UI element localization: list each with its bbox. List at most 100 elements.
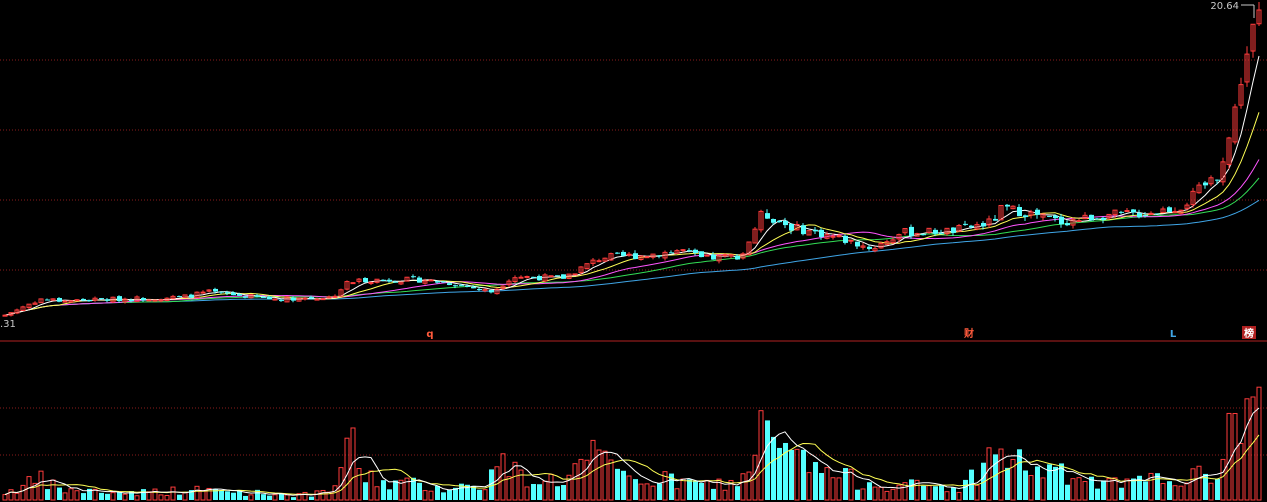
candle-body (699, 251, 704, 258)
volume-bar (1256, 386, 1262, 501)
volume-bar (693, 480, 698, 500)
volume-bar (477, 489, 482, 500)
candle-body (716, 254, 722, 262)
volume-bar (921, 485, 926, 500)
candle-body (200, 291, 206, 294)
candle-body (615, 252, 620, 254)
volume-bar (1196, 465, 1202, 501)
candle-body (1005, 204, 1010, 207)
volume-bar (993, 454, 998, 500)
volume-bar (909, 479, 914, 500)
candle-body (1137, 212, 1142, 218)
volume-bar (855, 489, 860, 500)
candle-body (422, 280, 428, 284)
volume-bar (284, 494, 290, 501)
volume-bar (584, 459, 590, 501)
volume-bar (1137, 475, 1142, 500)
candle-body (752, 228, 758, 244)
volume-bar (494, 466, 500, 501)
volume-bar (1250, 396, 1256, 501)
candle-body (680, 249, 686, 252)
candle-body (650, 253, 656, 258)
volume-bar (68, 488, 74, 501)
candle-body (326, 296, 332, 299)
volume-bar (716, 478, 722, 501)
volume-bar (699, 482, 704, 500)
volume-bar (225, 491, 230, 500)
volume-bar (296, 493, 302, 501)
candle-body (566, 273, 572, 279)
volume-bar (1244, 398, 1250, 501)
volume-bar (1178, 485, 1184, 501)
candle-body (512, 277, 518, 283)
candle-body (956, 225, 962, 232)
volume-bar (596, 449, 602, 501)
candle-body (267, 296, 272, 300)
candle-body (435, 281, 440, 283)
ma60-line (4, 199, 1260, 316)
candle-body (1112, 209, 1118, 216)
candle-body (45, 299, 50, 301)
candle-body (555, 275, 560, 277)
candle-body (261, 296, 266, 298)
candle-body (939, 233, 944, 235)
candle-body (122, 298, 128, 303)
candle-body (182, 294, 188, 298)
volume-bar (26, 476, 32, 501)
candle-body (92, 297, 98, 301)
candle-body (1143, 215, 1148, 217)
candle-body (284, 296, 290, 303)
candle-body (219, 291, 224, 293)
volume-bar (956, 491, 962, 501)
candle-body (561, 274, 566, 279)
volume-bar (393, 480, 398, 500)
volume-bar (926, 485, 932, 501)
candle-body (843, 235, 848, 243)
volume-bar (933, 486, 938, 500)
volume-bar (1106, 478, 1112, 501)
candle-body (621, 251, 626, 256)
volume-bar (1076, 477, 1082, 501)
volume-bar (146, 491, 152, 501)
candle-body (129, 299, 134, 302)
candle-body (170, 295, 176, 299)
volume-bar (566, 474, 572, 501)
volume-bar (417, 482, 422, 500)
candle-body (1131, 209, 1136, 213)
volume-bar (1131, 478, 1136, 500)
ma5-line (4, 55, 1260, 316)
volume-bar (363, 482, 368, 500)
candle-body (32, 302, 38, 305)
candle-body (728, 254, 734, 257)
candle-body (944, 227, 950, 235)
candle-body (1035, 209, 1040, 215)
candle-body (393, 281, 398, 283)
volume-bar (411, 477, 416, 500)
volume-bar (740, 473, 746, 501)
candle-body (500, 285, 506, 289)
candle-body (1023, 215, 1028, 218)
volume-bar (944, 491, 950, 501)
candle-body (687, 250, 692, 252)
volume-bar (518, 469, 524, 501)
candle-body (152, 299, 158, 302)
volume-bar (1040, 477, 1046, 501)
max-price-label: 20.64 (1210, 1, 1239, 12)
volume-bar (219, 490, 224, 500)
volume-bars (2, 386, 1262, 501)
volume-bar (939, 485, 944, 500)
candle-body (1028, 211, 1034, 216)
candle-body (404, 276, 410, 282)
candle-body (578, 266, 584, 273)
volume-bar (1089, 476, 1094, 500)
volume-bar (279, 493, 284, 500)
volume-bar (231, 492, 236, 500)
candle-body (1053, 215, 1058, 219)
candle-body (819, 229, 824, 237)
volume-bar (884, 490, 890, 501)
candle-body (314, 298, 320, 301)
candle-body (177, 296, 182, 298)
volume-bar (158, 494, 164, 501)
candle-body (387, 279, 392, 282)
candle-body (777, 220, 782, 223)
